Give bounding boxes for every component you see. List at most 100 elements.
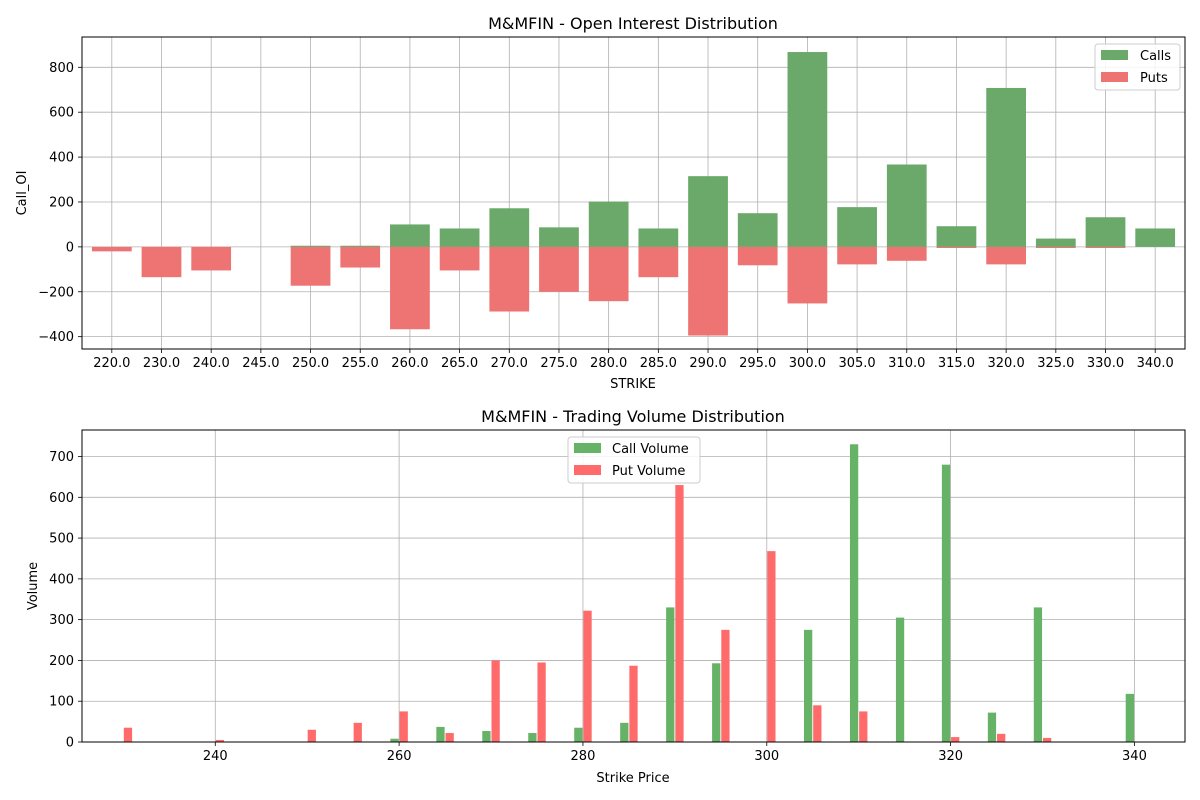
bar-put-volume-320 xyxy=(951,737,960,742)
bar-call-volume-280 xyxy=(574,727,583,742)
legend-swatch-call-volume xyxy=(574,443,601,453)
bar-calls-285-0 xyxy=(638,228,679,247)
bar-puts-255-0 xyxy=(340,246,381,268)
bar-puts-275-0 xyxy=(539,246,579,292)
bar-calls-330-0 xyxy=(1085,217,1126,247)
chart2-legend: Call Volume Put Volume xyxy=(567,436,701,484)
bar-call-volume-265 xyxy=(436,726,445,742)
bar-call-volume-325 xyxy=(987,712,997,742)
bar-call-volume-315 xyxy=(895,617,905,742)
bar-calls-300-0 xyxy=(787,52,828,247)
chart1-y-tick-label: −400 xyxy=(38,330,74,345)
bar-call-volume-320 xyxy=(941,464,951,742)
chart1-y-tick-label: 800 xyxy=(49,61,74,76)
bar-puts-285-0 xyxy=(638,246,679,278)
chart2-y-tick-label: 300 xyxy=(49,613,74,628)
bar-calls-310-0 xyxy=(886,164,927,247)
chart2-y-tick-label: 700 xyxy=(49,450,74,465)
bar-puts-265-0 xyxy=(439,246,480,271)
chart1-y-tick-label: 400 xyxy=(49,151,74,166)
bar-put-volume-295 xyxy=(721,629,730,742)
bar-put-volume-250 xyxy=(307,729,316,742)
bar-put-volume-240 xyxy=(215,739,225,742)
bar-put-volume-265 xyxy=(445,733,454,742)
bar-calls-325-0 xyxy=(1035,238,1076,247)
bar-call-volume-305 xyxy=(804,629,813,742)
bar-puts-325-0 xyxy=(1035,246,1076,248)
trading-volume-chart: M&MFIN - Trading Volume Distribution 240… xyxy=(26,407,1186,786)
chart2-x-tick-label: 240 xyxy=(203,749,228,764)
chart2-y-tick-label: 200 xyxy=(49,654,74,669)
chart2-x-tick-label: 260 xyxy=(387,749,412,764)
chart2-plot-frame xyxy=(81,429,1186,743)
chart2-y-tick-label: 0 xyxy=(66,736,74,751)
chart1-y-ticks: −400 −200 0 200 400 600 800 xyxy=(38,61,82,345)
bar-calls-260-0 xyxy=(390,224,430,247)
chart1-x-ticks: 220.0 230.0 240.0 245.0 250.0 255.0 260.0 265.0… xyxy=(93,349,1174,371)
chart1-y-tick-label: 600 xyxy=(49,106,74,121)
chart1-x-tick-label: 295.0 xyxy=(739,356,776,371)
chart1-y-tick-label: 200 xyxy=(49,195,74,210)
bar-puts-220-0 xyxy=(91,246,132,252)
bar-calls-250-0 xyxy=(290,245,331,247)
chart1-x-tick-label: 320.0 xyxy=(988,356,1025,371)
chart1-x-tick-label: 340.0 xyxy=(1137,356,1174,371)
bar-put-volume-255 xyxy=(353,722,362,742)
bar-puts-270-0 xyxy=(489,246,530,312)
bar-calls-280-0 xyxy=(588,201,629,247)
chart2-x-tick-label: 340 xyxy=(1122,749,1147,764)
chart2-x-axis-label: Strike Price xyxy=(596,771,669,786)
bar-calls-320-0 xyxy=(986,87,1027,247)
bar-put-volume-330 xyxy=(1042,737,1052,742)
bar-puts-230-0 xyxy=(141,246,182,278)
bar-put-volume-280 xyxy=(583,610,592,742)
bar-put-volume-275 xyxy=(537,662,546,742)
bar-calls-305-0 xyxy=(837,207,877,247)
bar-call-volume-330 xyxy=(1033,607,1043,742)
bar-puts-310-0 xyxy=(886,246,927,261)
chart1-x-tick-label: 275.0 xyxy=(540,356,577,371)
chart1-x-axis-label: STRIKE xyxy=(610,377,656,392)
bar-call-volume-310 xyxy=(849,444,859,742)
bar-calls-315-0 xyxy=(936,226,977,247)
chart1-x-tick-label: 310.0 xyxy=(888,356,925,371)
bar-puts-250-0 xyxy=(290,246,331,286)
chart2-x-ticks: 240 260 280 300 320 340 xyxy=(203,742,1147,764)
open-interest-chart: M&MFIN - Open Interest Distribution 220.… xyxy=(15,14,1186,392)
chart1-x-tick-label: 260.0 xyxy=(391,356,428,371)
chart2-y-ticks: 0 100 200 300 400 500 600 700 xyxy=(49,450,82,751)
chart1-x-tick-label: 330.0 xyxy=(1087,356,1124,371)
legend-swatch-put-volume xyxy=(574,465,601,475)
chart2-y-tick-label: 100 xyxy=(49,695,74,710)
chart1-x-tick-label: 285.0 xyxy=(640,356,677,371)
chart2-x-tick-label: 300 xyxy=(754,749,779,764)
legend-swatch-puts xyxy=(1101,72,1128,82)
chart1-x-tick-label: 255.0 xyxy=(342,356,379,371)
bar-calls-265-0 xyxy=(439,228,480,247)
bar-calls-340-0 xyxy=(1135,228,1176,247)
chart2-y-tick-label: 600 xyxy=(49,491,74,506)
legend-label-puts: Puts xyxy=(1140,71,1168,86)
bar-put-volume-230 xyxy=(123,727,133,742)
bar-put-volume-290 xyxy=(675,485,684,742)
bar-call-volume-270 xyxy=(482,730,491,742)
chart2-title: M&MFIN - Trading Volume Distribution xyxy=(481,407,785,426)
bar-puts-260-0 xyxy=(390,246,430,330)
bar-put-volume-270 xyxy=(491,660,500,742)
bar-put-volume-305 xyxy=(813,705,822,742)
bar-put-volume-300 xyxy=(767,551,776,742)
legend-label-call-volume: Call Volume xyxy=(612,442,689,457)
chart1-x-tick-label: 250.0 xyxy=(292,356,329,371)
bar-calls-290-0 xyxy=(688,176,728,247)
chart1-legend: Calls Puts xyxy=(1094,43,1181,91)
bar-puts-305-0 xyxy=(837,246,877,265)
bar-calls-295-0 xyxy=(737,213,778,247)
chart2-x-tick-label: 280 xyxy=(571,749,596,764)
chart1-x-tick-label: 240.0 xyxy=(193,356,230,371)
bar-calls-255-0 xyxy=(340,245,381,247)
chart1-x-tick-label: 230.0 xyxy=(143,356,180,371)
chart2-bars xyxy=(123,444,1134,742)
bar-put-volume-325 xyxy=(997,733,1006,742)
bar-put-volume-310 xyxy=(859,711,868,742)
bar-puts-330-0 xyxy=(1085,246,1126,248)
